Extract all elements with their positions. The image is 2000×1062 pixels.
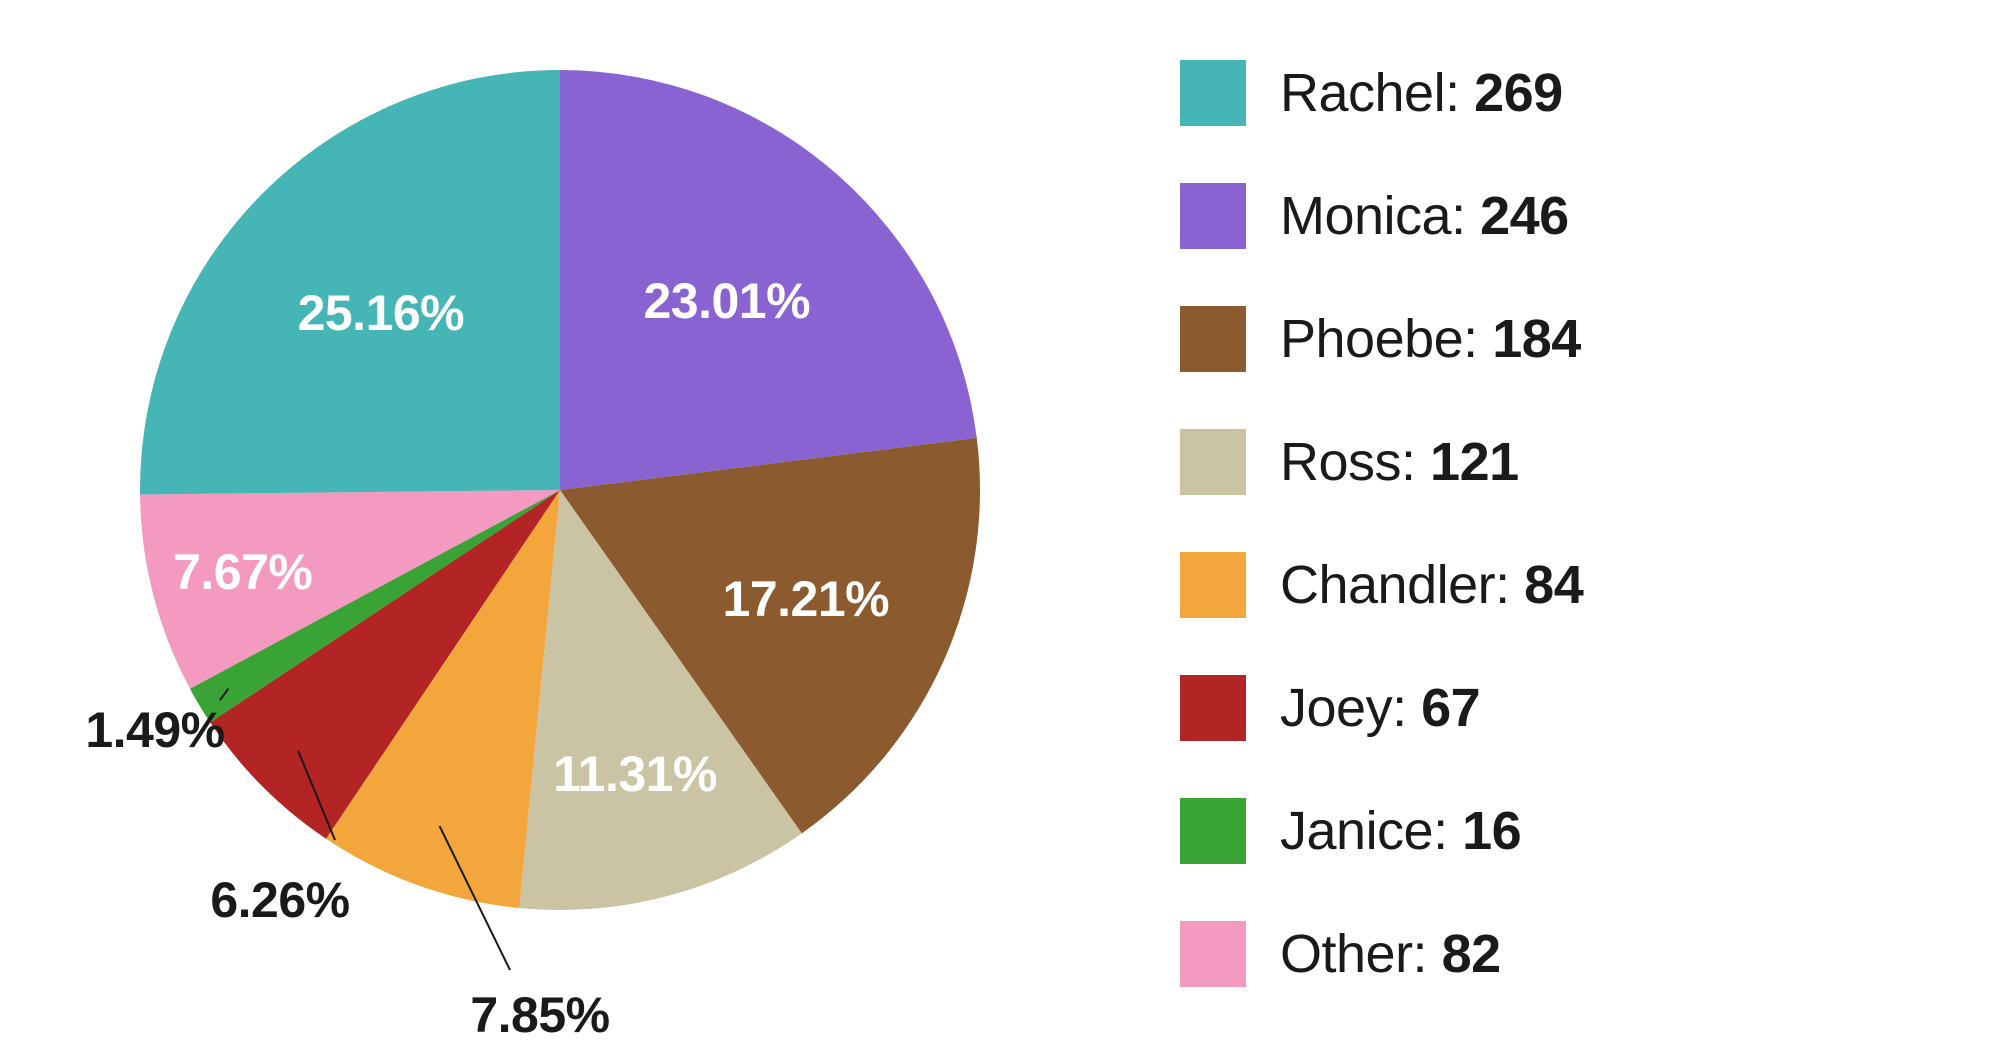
legend-label-rachel: Rachel: 269 [1280,62,1563,124]
legend-value: 121 [1430,432,1519,492]
legend-value: 269 [1474,63,1563,123]
legend-swatch-chandler [1180,552,1246,618]
legend-item-joey: Joey: 67 [1180,675,1583,741]
legend-label-janice: Janice: 16 [1280,800,1521,862]
legend-swatch-phoebe [1180,306,1246,372]
legend-value: 84 [1524,555,1583,615]
slice-label-phoebe: 17.21% [723,570,890,628]
legend-item-chandler: Chandler: 84 [1180,552,1583,618]
legend-value: 184 [1492,309,1581,369]
legend-swatch-other [1180,921,1246,987]
pie-chart: 23.01%17.21%11.31%7.85%6.26%1.49%7.67%25… [60,30,1060,1030]
legend-swatch-joey [1180,675,1246,741]
legend-value: 16 [1462,801,1521,861]
legend-item-other: Other: 82 [1180,921,1583,987]
legend-label-joey: Joey: 67 [1280,677,1480,739]
legend-name: Ross: [1280,432,1430,492]
legend-item-phoebe: Phoebe: 184 [1180,306,1583,372]
legend-swatch-ross [1180,429,1246,495]
legend-name: Chandler: [1280,555,1524,615]
slice-label-other: 7.67% [173,543,312,601]
legend-name: Joey: [1280,678,1421,738]
legend-name: Janice: [1280,801,1462,861]
legend-label-monica: Monica: 246 [1280,185,1569,247]
slice-label-ross: 11.31% [553,745,717,803]
legend-value: 82 [1442,924,1501,984]
legend-label-chandler: Chandler: 84 [1280,554,1583,616]
legend-swatch-janice [1180,798,1246,864]
legend-label-phoebe: Phoebe: 184 [1280,308,1581,370]
legend-label-other: Other: 82 [1280,923,1501,985]
legend: Rachel: 269 Monica: 246 Phoebe: 184 Ross: 1… [1180,30,1583,987]
legend-swatch-monica [1180,183,1246,249]
legend-value: 67 [1421,678,1480,738]
legend-label-ross: Ross: 121 [1280,431,1519,493]
slice-label-monica: 23.01% [643,272,810,330]
legend-value: 246 [1480,186,1569,246]
legend-item-ross: Ross: 121 [1180,429,1583,495]
slice-label-janice: 1.49% [85,701,224,759]
legend-name: Monica: [1280,186,1480,246]
legend-swatch-rachel [1180,60,1246,126]
slice-label-joey: 6.26% [210,871,349,929]
chart-container: 23.01% 17.21% 11.31% 7.85% 6.26% 1.49% 7.67% 25… [0,0,2000,1060]
legend-item-rachel: Rachel: 269 [1180,60,1583,126]
pie-slice-rachel [140,70,560,494]
legend-name: Other: [1280,924,1442,984]
legend-item-monica: Monica: 246 [1180,183,1583,249]
legend-name: Phoebe: [1280,309,1492,369]
slice-label-rachel: 25.16% [298,284,465,342]
legend-item-janice: Janice: 16 [1180,798,1583,864]
slice-label-chandler: 7.85% [470,986,609,1044]
legend-name: Rachel: [1280,63,1474,123]
